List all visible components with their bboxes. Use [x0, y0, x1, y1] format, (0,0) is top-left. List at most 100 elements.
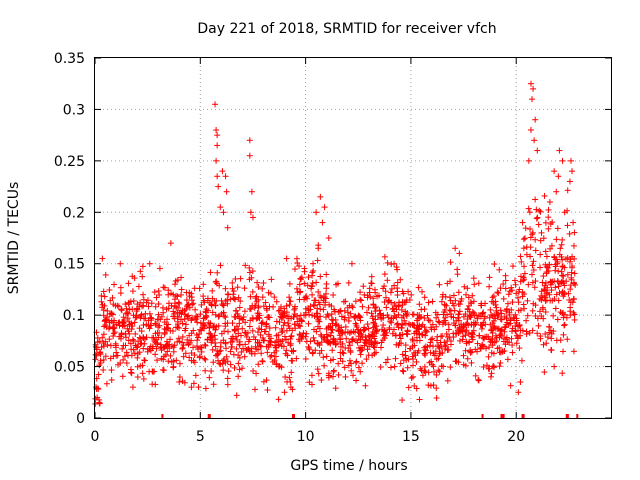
data-point: [316, 292, 323, 299]
data-point: [227, 339, 234, 346]
data-point: [257, 342, 264, 349]
data-point: [242, 341, 249, 348]
data-point: [210, 324, 217, 331]
data-point: [475, 377, 482, 384]
data-point: [439, 291, 446, 298]
data-point: [180, 342, 187, 349]
data-point: [569, 168, 576, 175]
data-point: [224, 375, 231, 382]
data-point: [378, 314, 385, 321]
data-point: [345, 279, 352, 286]
data-point: [525, 205, 532, 212]
rug-marks: [161, 414, 579, 418]
data-point: [366, 343, 373, 350]
data-point: [501, 313, 508, 320]
data-point: [242, 330, 249, 337]
data-point: [465, 294, 472, 301]
data-point: [545, 214, 552, 221]
data-point: [278, 329, 285, 336]
data-point: [301, 296, 308, 303]
data-point: [164, 348, 171, 355]
data-point: [309, 272, 316, 279]
data-point: [346, 342, 353, 349]
data-point: [359, 303, 366, 310]
data-point: [152, 320, 159, 327]
data-point: [103, 380, 110, 387]
data-point: [182, 350, 189, 357]
data-point: [99, 334, 106, 341]
data-point: [546, 324, 553, 331]
data-point: [419, 331, 426, 338]
data-point: [192, 306, 199, 313]
data-point: [219, 168, 226, 175]
data-point: [436, 350, 443, 357]
data-point: [571, 316, 578, 323]
data-point: [175, 335, 182, 342]
y-axis-label: SRMTID / TECUs: [6, 182, 22, 295]
data-point: [144, 297, 151, 304]
data-point: [570, 295, 577, 302]
data-point: [555, 173, 562, 180]
data-point: [305, 320, 312, 327]
data-point: [527, 244, 534, 251]
data-point: [384, 312, 391, 319]
data-point: [178, 310, 185, 317]
data-point: [364, 321, 371, 328]
data-point: [122, 330, 129, 337]
data-point: [363, 309, 370, 316]
data-point: [455, 301, 462, 308]
data-point: [560, 348, 567, 355]
data-point: [463, 291, 470, 298]
data-point: [292, 266, 299, 273]
data-point: [532, 196, 539, 203]
data-point: [440, 363, 447, 370]
data-point: [173, 357, 180, 364]
x-tick-label: 20: [507, 429, 525, 445]
data-point: [160, 356, 167, 363]
data-point: [221, 356, 228, 363]
data-point: [313, 328, 320, 335]
data-point: [438, 298, 445, 305]
data-point: [200, 281, 207, 288]
data-point: [211, 332, 218, 339]
data-point: [198, 348, 205, 355]
data-point: [264, 349, 271, 356]
data-point: [92, 351, 99, 358]
data-point: [521, 305, 528, 312]
data-point: [456, 250, 463, 257]
data-point: [102, 338, 109, 345]
data-point: [571, 229, 578, 236]
data-point: [317, 306, 324, 313]
data-point: [403, 330, 410, 337]
data-point: [358, 331, 365, 338]
data-point: [127, 340, 134, 347]
data-point: [156, 265, 163, 272]
data-point: [571, 270, 578, 277]
data-point: [139, 370, 146, 377]
data-point: [194, 319, 201, 326]
data-point: [246, 137, 253, 144]
data-point: [167, 327, 174, 334]
data-point: [249, 327, 256, 334]
data-point: [95, 371, 102, 378]
data-point: [224, 320, 231, 327]
data-point: [185, 341, 192, 348]
data-point: [358, 297, 365, 304]
data-point: [275, 331, 282, 338]
data-point: [433, 371, 440, 378]
data-point: [281, 308, 288, 315]
data-point: [330, 338, 337, 345]
data-point: [217, 347, 224, 354]
data-point: [103, 317, 110, 324]
data-point: [553, 188, 560, 195]
data-point: [416, 301, 423, 308]
data-point: [310, 301, 317, 308]
data-point: [192, 372, 199, 379]
data-point: [551, 363, 558, 370]
data-point: [436, 319, 443, 326]
data-point: [326, 339, 333, 346]
data-point: [496, 266, 503, 273]
data-point: [408, 375, 415, 382]
data-point: [377, 310, 384, 317]
data-point: [416, 314, 423, 321]
